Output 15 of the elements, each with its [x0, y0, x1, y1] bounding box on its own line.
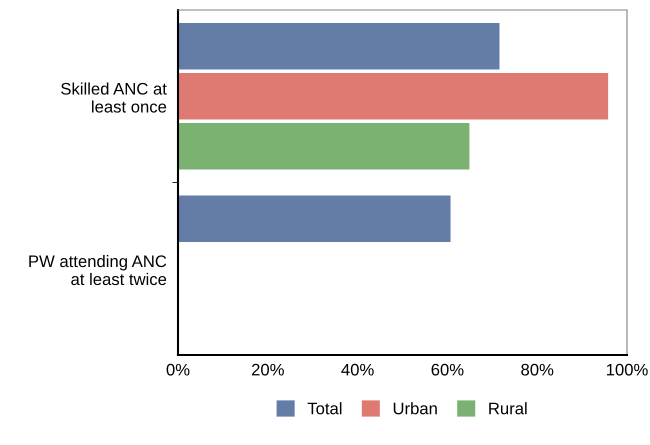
legend-label: Total: [308, 402, 342, 414]
x-tick-label: 20%: [252, 364, 284, 376]
legend-label: Urban: [394, 402, 437, 414]
bar: [178, 72, 608, 120]
bar: [178, 195, 451, 242]
bar: [178, 123, 470, 170]
legend-label: Rural: [489, 402, 527, 414]
bar: [178, 22, 500, 70]
x-tick-label: 100%: [606, 364, 648, 376]
x-tick-label: 80%: [521, 364, 554, 376]
x-tick-label: 60%: [432, 364, 464, 376]
y-tick-label: PW attending ANC at least twice: [29, 254, 166, 286]
x-tick-label: 40%: [341, 364, 374, 376]
y-tick-label: Skilled ANC at least once: [61, 82, 167, 113]
x-tick-label: 0%: [166, 364, 190, 376]
